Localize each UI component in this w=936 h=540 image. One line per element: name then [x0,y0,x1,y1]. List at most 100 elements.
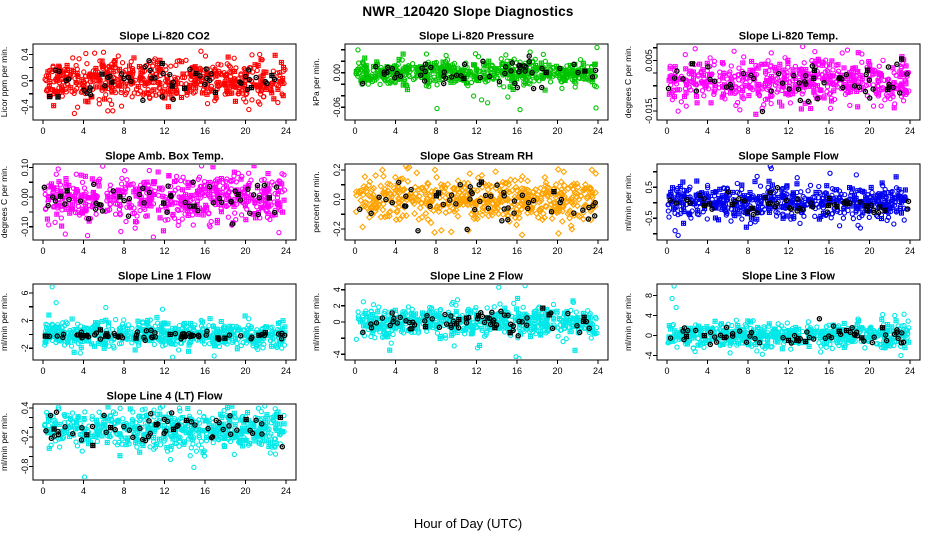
plot-title: Slope Gas Stream RH [420,151,533,163]
y-tick-label: 0.4 [20,48,30,61]
plot-cell-slope-line4-lt-flow: Slope Line 4 (LT) Flow ml/min per min. 0.4… [0,390,312,510]
plot-title: Slope Li-820 Pressure [419,31,534,43]
y-tick-label: -0.10 [20,216,30,237]
x-tick-label: 12 [783,126,793,136]
x-tick-label: 8 [121,366,126,376]
y-tick-label: 0.0 [332,193,342,206]
plot-cell-slope-line3-flow: Slope Line 3 Flow ml/min per min. 8 4 0 -4 0 4 8… [624,270,936,390]
x-tick-label: 16 [824,246,834,256]
plot-title: Slope Line 1 Flow [118,271,211,283]
x-tick-label: 8 [121,486,126,496]
y-tick-label: 0.005 [644,49,654,72]
y-tick-label: 0 [332,319,342,324]
x-tick-label: 16 [824,126,834,136]
x-tick-label: 16 [512,126,522,136]
y-tick-label: -0.5 [644,211,654,227]
y-tick-label: 0.2 [332,164,342,177]
scatter-points-hourly [47,58,278,104]
plot-title: Slope Sample Flow [738,151,839,163]
x-tick-label: 4 [81,486,86,496]
x-tick-label: 20 [864,366,874,376]
x-tick-label: 20 [864,126,874,136]
x-tick-label: 8 [745,366,750,376]
plot-title: Slope Amb. Box Temp. [105,151,224,163]
x-tick-label: 8 [433,246,438,256]
y-axis-label: ml/min per min. [0,293,9,351]
x-tick-label: 4 [81,366,86,376]
scatter-points-hourly [41,179,280,227]
x-tick-label: 0 [352,246,357,256]
x-tick-label: 4 [393,246,398,256]
x-tick-label: 0 [664,246,669,256]
y-axis-label: ml/min per min. [624,173,633,231]
x-tick-label: 8 [433,126,438,136]
x-tick-label: 16 [200,126,210,136]
plot-title: Slope Li-820 Temp. [739,31,838,43]
x-tick-label: 20 [552,366,562,376]
x-tick-label: 12 [159,486,169,496]
plot-title: Slope Li-820 CO2 [119,31,209,43]
plot-slope-gas-stream-rh: Slope Gas Stream RH percent per min. 0.2 0.… [312,151,609,256]
x-tick-label: 0 [664,366,669,376]
y-tick-label: 6 [20,290,30,295]
plot-slope-line4-lt-flow: Slope Line 4 (LT) Flow ml/min per min. 0.4… [0,391,297,496]
x-tick-label: 0 [352,366,357,376]
y-axis-label: kPa per min. [312,58,321,106]
x-tick-label: 8 [745,126,750,136]
x-tick-label: 4 [705,246,710,256]
x-tick-label: 24 [593,246,603,256]
plot-slope-line3-flow: Slope Line 3 Flow ml/min per min. 8 4 0 -4 0 4 8… [624,271,921,376]
y-tick-label: -4 [332,350,342,358]
x-tick-label: 12 [471,366,481,376]
x-tick-label: 24 [593,126,603,136]
x-tick-label: 4 [393,126,398,136]
y-tick-label: 0.4 [20,402,30,415]
x-tick-label: 16 [824,366,834,376]
x-tick-label: 12 [159,246,169,256]
plot-title: Slope Line 4 (LT) Flow [107,391,223,403]
y-tick-label: -0.015 [644,98,654,124]
x-tick-label: 24 [905,246,915,256]
x-tick-label: 12 [471,246,481,256]
y-tick-label: 0.00 [20,188,30,206]
x-tick-label: 24 [905,366,915,376]
y-axis-label: degrees C per min. [624,46,633,118]
x-tick-label: 12 [783,246,793,256]
scatter-points-hourly [43,409,286,450]
x-tick-label: 24 [281,126,291,136]
x-tick-label: 4 [393,366,398,376]
x-tick-label: 16 [200,486,210,496]
x-tick-label: 20 [552,246,562,256]
x-tick-label: 16 [512,366,522,376]
y-tick-label: 0.5 [644,181,654,194]
page-title: NWR_120420 Slope Diagnostics [362,4,574,19]
plot-slope-line1-flow: Slope Line 1 Flow ml/min per min. 6 2 -2 0 4 8 1… [0,271,297,376]
x-tick-label: 0 [352,126,357,136]
x-tick-label: 8 [121,126,126,136]
y-tick-label: 0 [644,333,654,338]
y-tick-label: 4 [644,313,654,318]
x-tick-label: 24 [281,366,291,376]
plot-slope-amb-box-temp: Slope Amb. Box Temp. degrees C per min. 0.… [0,151,297,256]
x-tick-label: 16 [200,246,210,256]
plot-cell-slope-gas-stream-rh: Slope Gas Stream RH percent per min. 0.2 0.… [312,150,624,270]
y-tick-label: 0.10 [20,159,30,177]
x-tick-label: 24 [281,486,291,496]
scatter-points [353,45,600,113]
y-axis-label: percent per min. [312,171,321,232]
plot-slope-li820-pressure: Slope Li-820 Pressure kPa per min. 0.00 -0.… [312,31,609,136]
plot-cell-slope-li820-co2: Slope Li-820 CO2 Licor ppm per min. 0.4 0.0… [0,30,312,150]
scatter-points-hourly [360,305,592,339]
plot-title: Slope Line 2 Flow [430,271,523,283]
scatter-points [42,165,288,239]
x-tick-label: 20 [552,126,562,136]
scatter-points [353,285,600,359]
y-tick-label: 8 [644,293,654,298]
y-axis-label: degrees C per min. [0,166,9,238]
x-tick-label: 24 [593,366,603,376]
x-tick-label: 20 [240,366,250,376]
y-axis-label: ml/min per min. [0,413,9,471]
x-tick-label: 0 [40,246,45,256]
